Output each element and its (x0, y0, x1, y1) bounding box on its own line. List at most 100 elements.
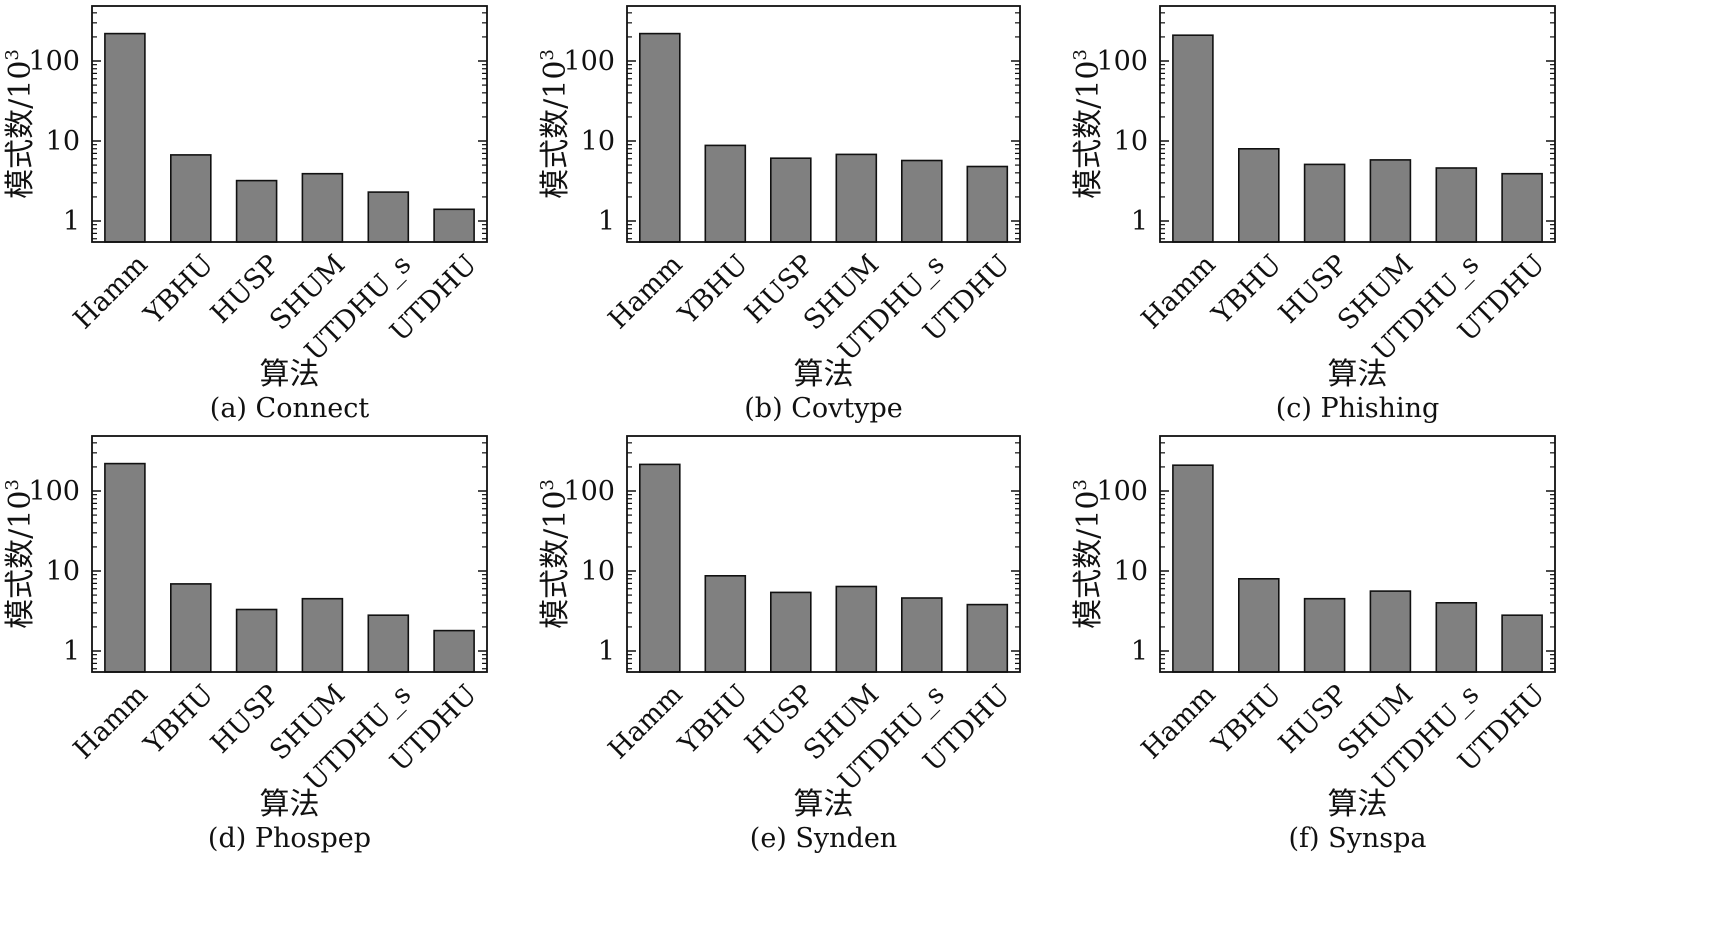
bar-shum (301, 597, 344, 673)
plot-frame (91, 435, 488, 673)
y-tick-label: 100 (28, 46, 80, 77)
x-axis-label: 算法 (260, 357, 320, 392)
subplot-caption: (d) Phospep (208, 823, 371, 854)
bar-utdhu (966, 603, 1009, 673)
x-tick-label: YBHU (1206, 679, 1288, 761)
x-tick-label: YBHU (1206, 249, 1288, 331)
bar-utdhu (1501, 172, 1543, 243)
bar-ybhu (704, 144, 747, 243)
bar-utdhu-s (367, 191, 410, 243)
y-tick-label: 10 (581, 126, 615, 157)
x-axis-label: 算法 (1328, 357, 1388, 392)
bar-shum (835, 153, 878, 243)
subplot-caption: (c) Phishing (1276, 393, 1440, 424)
x-tick-label: YBHU (672, 679, 754, 761)
y-tick-label: 100 (28, 476, 80, 507)
y-axis-label: 模式数/103 (537, 479, 573, 629)
bar-utdhu-s (900, 597, 943, 673)
bar-husp (235, 608, 278, 673)
bar-hamm (638, 463, 681, 673)
y-axis-label-exponent: 3 (537, 49, 558, 60)
bar-hamm (1172, 464, 1214, 673)
bar-husp (1303, 597, 1346, 673)
y-axis-label-text: 模式数/10 (1071, 61, 1106, 199)
y-tick-label: 1 (1131, 636, 1148, 667)
bar-husp (769, 591, 812, 673)
bar-utdhu-s (1435, 167, 1478, 243)
x-axis-label: 算法 (794, 787, 854, 822)
bar-ybhu (1238, 577, 1280, 673)
chart-panel-1: 110100HammYBHUHUSPSHUMUTDHU_sUTDHU模式数/10… (2, 5, 488, 424)
bar-utdhu-s (900, 159, 943, 243)
bar-shum (1369, 590, 1412, 673)
bar-shum (1369, 159, 1412, 243)
y-tick-label: 10 (1114, 126, 1148, 157)
plot-frame (626, 5, 1021, 243)
y-axis-label-exponent: 3 (537, 479, 558, 490)
y-axis-label: 模式数/103 (537, 49, 573, 199)
bar-utdhu (966, 165, 1009, 243)
plot-frame (626, 435, 1021, 673)
subplot-caption: (a) Connect (210, 393, 370, 424)
x-tick-label: Hamm (68, 679, 154, 765)
x-tick-label: YBHU (138, 249, 220, 331)
bar-hamm (1172, 34, 1214, 243)
y-tick-label: 10 (46, 126, 80, 157)
x-axis-label: 算法 (1328, 787, 1388, 822)
y-tick-label: 10 (1114, 556, 1148, 587)
chart-panel-5: 110100HammYBHUHUSPSHUMUTDHU_sUTDHU模式数/10… (537, 435, 1021, 854)
x-axis-label: 算法 (794, 357, 854, 392)
y-axis-label: 模式数/103 (2, 49, 38, 199)
bar-ybhu (1238, 148, 1280, 243)
y-axis-label-text: 模式数/10 (538, 491, 573, 629)
y-axis-label-text: 模式数/10 (538, 61, 573, 199)
y-tick-label: 100 (1096, 476, 1148, 507)
bar-utdhu (433, 208, 475, 243)
x-tick-label: Hamm (1136, 679, 1222, 765)
plot-frame (1159, 5, 1556, 243)
y-axis-label-exponent: 3 (1070, 49, 1091, 60)
subplot-caption: (b) Covtype (744, 393, 902, 424)
subplot-caption: (f) Synspa (1288, 823, 1426, 854)
y-tick-label: 1 (63, 636, 80, 667)
bar-shum (835, 585, 878, 673)
y-axis-label: 模式数/103 (1070, 49, 1106, 199)
y-axis-label: 模式数/103 (1070, 479, 1106, 629)
y-tick-label: 1 (598, 636, 615, 667)
plot-frame (91, 5, 488, 243)
bar-husp (769, 157, 812, 243)
y-tick-label: 1 (598, 206, 615, 237)
x-tick-label: Hamm (603, 249, 689, 335)
bar-utdhu-s (367, 614, 410, 673)
y-tick-label: 10 (581, 556, 615, 587)
bar-husp (1303, 163, 1346, 243)
y-axis-label-exponent: 3 (1070, 479, 1091, 490)
x-tick-label: YBHU (672, 249, 754, 331)
y-axis-label-text: 模式数/10 (1071, 491, 1106, 629)
bar-hamm (638, 32, 681, 243)
chart-panel-4: 110100HammYBHUHUSPSHUMUTDHU_sUTDHU模式数/10… (2, 435, 488, 854)
y-axis-label-exponent: 3 (2, 49, 23, 60)
x-tick-label: Hamm (68, 249, 154, 335)
y-tick-label: 100 (1096, 46, 1148, 77)
x-tick-label: Hamm (1136, 249, 1222, 335)
y-tick-label: 100 (563, 46, 615, 77)
y-axis-label-text: 模式数/10 (3, 61, 38, 199)
bar-ybhu (704, 574, 747, 673)
x-tick-label: YBHU (138, 679, 220, 761)
bar-utdhu (433, 629, 475, 673)
y-tick-label: 1 (63, 206, 80, 237)
chart-panel-2: 110100HammYBHUHUSPSHUMUTDHU_sUTDHU模式数/10… (537, 5, 1021, 424)
y-tick-label: 1 (1131, 206, 1148, 237)
y-axis-label-text: 模式数/10 (3, 491, 38, 629)
subplot-caption: (e) Synden (750, 823, 897, 854)
y-tick-label: 10 (46, 556, 80, 587)
bar-husp (235, 179, 278, 243)
bar-hamm (104, 32, 146, 243)
bar-hamm (104, 462, 146, 673)
bar-ybhu (170, 583, 212, 673)
chart-panel-3: 110100HammYBHUHUSPSHUMUTDHU_sUTDHU模式数/10… (1070, 5, 1556, 424)
x-tick-label: Hamm (603, 679, 689, 765)
x-axis-label: 算法 (260, 787, 320, 822)
